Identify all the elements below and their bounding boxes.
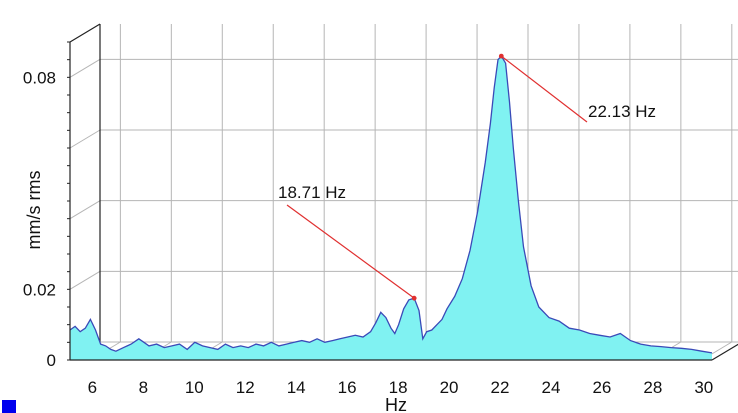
axes xyxy=(67,23,738,361)
y-tick-label: 0 xyxy=(47,351,56,370)
side-grid-1 xyxy=(69,270,101,290)
x-axis-label: Hz xyxy=(385,395,407,413)
x-tick-label: 28 xyxy=(643,378,662,397)
back-wall-grid xyxy=(69,24,738,361)
peak-marker xyxy=(498,53,504,59)
side-grid-4 xyxy=(69,58,101,78)
x-tick-label: 26 xyxy=(592,378,611,397)
legend-marker xyxy=(2,400,16,413)
x-tick-label: 20 xyxy=(440,378,459,397)
annotation-leader xyxy=(286,204,415,299)
x-tick-label: 22 xyxy=(491,378,510,397)
side-grid-3 xyxy=(69,129,101,149)
top-edge xyxy=(69,23,101,43)
y-tick-label: 0.02 xyxy=(23,280,56,299)
spectrum-area xyxy=(69,55,713,360)
spectrum-line xyxy=(69,55,713,354)
annotation-label: 18.71 Hz xyxy=(278,183,346,202)
x-tick-label: 30 xyxy=(694,378,713,397)
x-tick-label: 6 xyxy=(88,378,97,397)
peak-annotations: 18.71 Hz 22.13 Hz xyxy=(278,53,656,301)
y-tick-label: 0.08 xyxy=(23,68,56,87)
side-grid-2 xyxy=(69,200,101,220)
x-tick-label: 18 xyxy=(389,378,408,397)
annotation-label: 22.13 Hz xyxy=(588,102,656,121)
y-axis-label: mm/s rms xyxy=(24,171,44,250)
x-tick-label: 12 xyxy=(236,378,255,397)
peak-marker xyxy=(411,295,417,301)
x-tick-label: 16 xyxy=(338,378,357,397)
annotation-leader xyxy=(500,55,588,123)
x-tick-label: 10 xyxy=(185,378,204,397)
x-tick-label: 14 xyxy=(287,378,306,397)
right-floor-edge xyxy=(711,343,738,361)
x-tick-label: 8 xyxy=(139,378,148,397)
tick-labels: 6 8 10 12 14 16 18 20 22 24 26 28 30 0 0.02 0.08 xyxy=(23,68,713,397)
x-tick-label: 24 xyxy=(541,378,560,397)
